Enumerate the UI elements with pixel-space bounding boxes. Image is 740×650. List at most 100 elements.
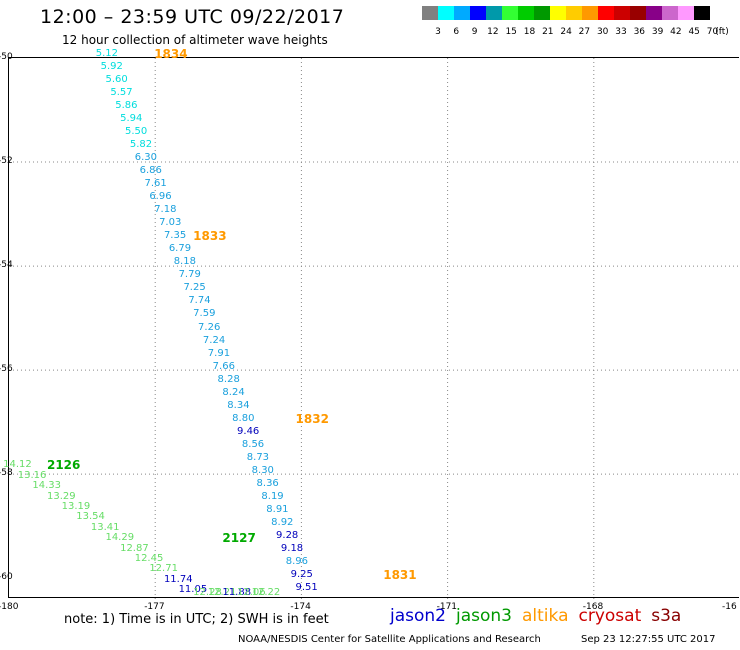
wave-height-value: 8.28 (217, 373, 240, 385)
wave-height-value: 8.92 (271, 516, 294, 528)
legend-item-cryosat: cryosat (578, 606, 642, 626)
wave-height-value: 8.80 (232, 412, 255, 424)
longitude-tick: -177 (144, 602, 165, 612)
color-scale-label: 21 (542, 27, 554, 37)
color-scale-label: 33 (615, 27, 627, 37)
wave-height-value: 14.33 (32, 480, 61, 492)
wave-height-value: 12.28 (193, 587, 222, 598)
color-scale-label: 36 (633, 27, 646, 37)
satellite-legend: jason2 jason3 altika cryosat s3a (390, 606, 691, 626)
wave-height-value: 11.74 (163, 573, 193, 585)
wave-height-value: 9.28 (276, 529, 299, 541)
color-swatch (422, 6, 438, 20)
wave-height-value: 7.24 (202, 334, 226, 346)
wave-height-value: 5.82 (129, 139, 153, 151)
legend-item-jason2: jason2 (390, 606, 446, 626)
pass-time-label: 1833 (193, 229, 227, 244)
color-scale-unit: (ft) (715, 27, 729, 37)
legend-item-altika: altika (522, 606, 569, 626)
color-scale-label: 27 (578, 27, 591, 37)
wave-height-value: 12.22 (251, 587, 281, 598)
pass-time-label: 1834 (154, 47, 188, 62)
wave-height-value: 12.87 (120, 542, 149, 554)
wave-height-value: 5.86 (115, 100, 138, 112)
wave-height-value: 13.29 (46, 490, 76, 502)
latitude-tick: -52 (0, 156, 13, 167)
wave-height-value: 5.94 (120, 113, 143, 125)
color-scale-label: 3 (435, 27, 441, 37)
latitude-tick: -58 (0, 468, 13, 479)
wave-height-value: 8.30 (251, 464, 274, 476)
generated-timestamp: Sep 23 12:27:55 UTC 2017 (581, 634, 716, 645)
wave-height-value: 7.18 (154, 204, 177, 216)
color-scale-label: 18 (523, 27, 536, 37)
wave-height-value: 9.46 (237, 425, 260, 437)
agency-credit: NOAA/NESDIS Center for Satellite Applica… (238, 634, 541, 645)
wave-height-value: 6.86 (139, 165, 162, 177)
longitude-tick: -174 (290, 602, 311, 612)
wave-height-value: 7.26 (198, 321, 221, 333)
wave-height-value: 8.91 (266, 503, 289, 515)
wave-height-value: 8.56 (241, 438, 265, 450)
color-swatch (694, 6, 710, 20)
wave-height-value: 7.59 (193, 308, 216, 320)
wave-height-value: 8.19 (261, 490, 284, 502)
wave-height-value: 7.03 (159, 217, 182, 229)
legend-item-jason3: jason3 (456, 606, 512, 626)
wave-height-value: 7.74 (188, 295, 211, 307)
color-swatch (662, 6, 678, 20)
color-swatch (470, 6, 486, 20)
wave-height-value: 5.92 (100, 61, 123, 73)
color-swatch (598, 6, 614, 20)
wave-height-value: 11.05 (178, 584, 208, 596)
longitude-tick: -168 (582, 602, 604, 612)
map-subtitle: 12 hour collection of altimeter wave hei… (62, 33, 328, 47)
color-scale-label: 30 (596, 27, 609, 37)
latitude-tick: -50 (0, 52, 13, 62)
color-swatch (438, 6, 454, 20)
wave-height-value: 6.79 (168, 243, 192, 255)
pass-time-label: 2126 (46, 458, 81, 473)
wave-height-value: 5.60 (105, 74, 128, 86)
pass-time-label: 1832 (295, 411, 329, 426)
wave-height-value: 5.50 (124, 126, 148, 138)
grid-lines (9, 58, 740, 599)
wave-height-value: 11.88 (222, 587, 252, 598)
latitude-tick: -56 (0, 364, 13, 375)
color-scale-label: 24 (560, 27, 572, 37)
wave-height-value: 9.18 (280, 542, 304, 554)
wave-height-value: 7.25 (183, 282, 206, 294)
longitude-tick: -16 (722, 602, 737, 612)
wave-height-value: 14.29 (105, 532, 135, 544)
color-swatch (614, 6, 630, 20)
wave-height-value: 7.61 (144, 178, 167, 190)
wave-height-value: 7.35 (163, 230, 187, 242)
wave-height-value: 8.24 (222, 386, 245, 398)
color-scale-label: 39 (651, 27, 664, 37)
color-scale-label: 9 (471, 27, 478, 37)
wave-height-value: 12.21 (207, 587, 237, 598)
color-swatch (630, 6, 646, 20)
wave-height-value: 9.51 (295, 581, 318, 593)
wave-height-value: 7.79 (178, 269, 201, 281)
wave-height-value: 8.34 (227, 399, 250, 411)
color-scale-label: 12 (487, 27, 499, 37)
wave-height-value: 6.30 (134, 152, 157, 164)
color-swatch (518, 6, 534, 20)
color-swatch (566, 6, 582, 20)
color-scale-label: 6 (453, 27, 460, 37)
color-swatch (678, 6, 694, 20)
longitude-tick: -180 (0, 602, 19, 612)
pass-time-label: 1831 (383, 567, 417, 582)
wave-height-value: 8.18 (173, 256, 196, 268)
color-scale-label: 42 (670, 27, 682, 37)
latitude-tick: -60 (0, 572, 13, 583)
wave-height-value: 5.57 (110, 87, 133, 99)
wave-height-value: 8.73 (246, 451, 270, 463)
wave-height-value: 13.16 (17, 469, 47, 481)
color-swatch (454, 6, 470, 20)
color-scale-label: 45 (688, 27, 700, 37)
wave-height-value: 13.19 (61, 500, 91, 512)
wave-height-value: 8.36 (256, 477, 279, 489)
color-swatch (550, 6, 566, 20)
